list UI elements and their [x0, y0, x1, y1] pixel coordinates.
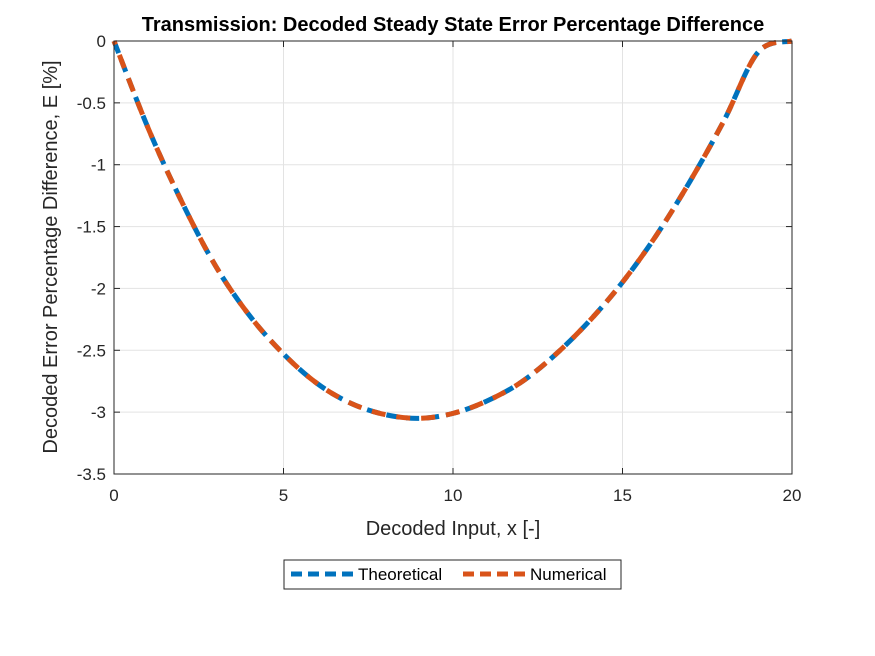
y-axis-label: Decoded Error Percentage Difference, E [… — [40, 60, 62, 453]
x-tick-label: 10 — [444, 486, 463, 505]
axis-ticks: 0 5 10 15 20 0 -0.5 -1 -1.5 -2 -2.5 -3 -3.5 — [77, 32, 802, 505]
x-tick-label: 20 — [783, 486, 802, 505]
legend-label-numerical: Numerical — [530, 565, 607, 584]
x-tick-label: 15 — [613, 486, 632, 505]
y-tick-label: 0 — [97, 32, 106, 51]
y-tick-label: -3.5 — [77, 465, 106, 484]
y-tick-label: -2 — [91, 279, 106, 298]
y-tick-label: -1.5 — [77, 218, 106, 237]
chart-title: Transmission: Decoded Steady State Error… — [142, 14, 764, 36]
legend-box — [283, 559, 622, 590]
x-tick-label: 0 — [109, 486, 118, 505]
x-tick-label: 5 — [279, 486, 288, 505]
x-axis-label: Decoded Input, x [-] — [366, 518, 541, 540]
legend-label-theoretical: Theoretical — [358, 565, 442, 584]
legend: Theoretical Numerical — [283, 559, 622, 590]
series-layer — [111, 38, 793, 421]
series-line-numerical — [111, 38, 793, 421]
y-tick-label: -3 — [91, 403, 106, 422]
y-tick-label: -2.5 — [77, 341, 106, 360]
y-tick-label: -0.5 — [77, 94, 106, 113]
y-tick-label: -1 — [91, 156, 106, 175]
